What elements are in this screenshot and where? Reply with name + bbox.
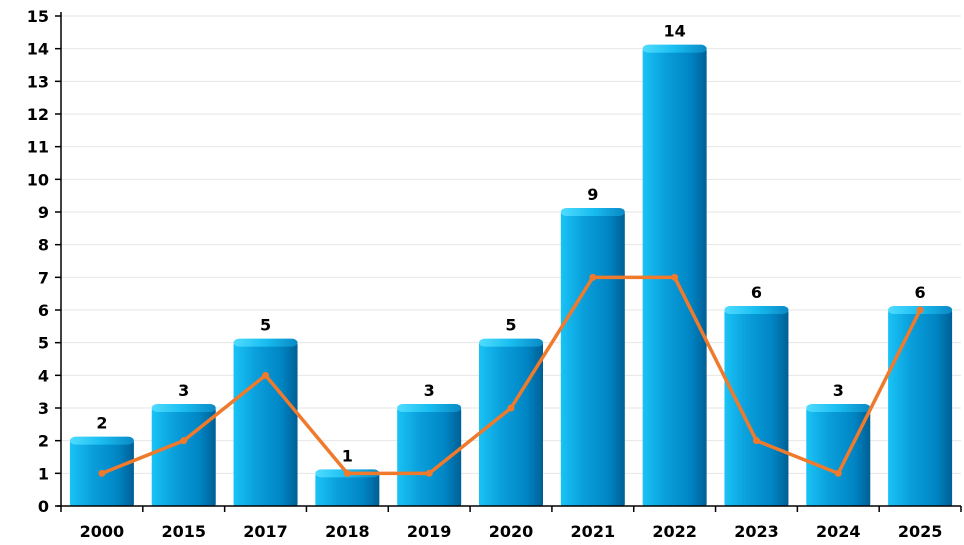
bar: [397, 408, 462, 506]
line-series: [98, 273, 924, 477]
line-point: [262, 371, 270, 379]
y-tick-label: 4: [38, 366, 49, 385]
line-point: [180, 437, 188, 445]
line-point: [507, 404, 515, 412]
bar: [151, 408, 216, 506]
y-tick-label: 3: [38, 399, 49, 418]
bar-data-label: 6: [751, 283, 762, 302]
y-tick-label: 13: [27, 72, 49, 91]
bar-series: [69, 44, 953, 507]
bar-data-label: 9: [587, 185, 598, 204]
bar-data-label: 5: [260, 316, 271, 335]
line-point: [916, 306, 924, 314]
bar-data-label: 1: [342, 446, 353, 465]
bar-data-labels: 2 3 5 1 3 5 9 14 6 3 6: [96, 22, 925, 466]
line-point: [425, 469, 433, 477]
y-tick-label: 7: [38, 268, 49, 287]
y-tick-label: 8: [38, 236, 49, 255]
bar: [724, 310, 789, 506]
x-tick-label: 2000: [80, 522, 125, 541]
y-tick-label: 5: [38, 334, 49, 353]
bar: [888, 310, 953, 506]
y-tick-label: 12: [27, 105, 49, 124]
bar-data-label: 3: [424, 381, 435, 400]
bar-top: [479, 338, 543, 347]
bar-data-label: 2: [96, 414, 107, 433]
bar-top: [233, 338, 298, 347]
x-tick-label: 2019: [407, 522, 452, 541]
bar-top: [806, 404, 871, 412]
x-tick-label: 2015: [161, 522, 206, 541]
bar: [315, 473, 380, 506]
x-tick-label: 2017: [243, 522, 288, 541]
x-tick-label: 2021: [571, 522, 616, 541]
y-tick-label: 14: [27, 40, 49, 59]
bar-top: [724, 306, 789, 314]
axes: [55, 12, 962, 512]
bar-data-label: 5: [505, 316, 516, 335]
x-tick-label: 2024: [816, 522, 861, 541]
bar-data-label: 3: [178, 381, 189, 400]
line-point: [671, 273, 679, 281]
bar: [806, 408, 871, 506]
x-tick-label: 2018: [325, 522, 370, 541]
bar-top: [642, 44, 707, 53]
x-tick-label: 2025: [898, 522, 943, 541]
x-tick-label: 2023: [734, 522, 779, 541]
bar-top: [151, 404, 216, 412]
y-tick-label: 0: [38, 497, 49, 516]
bar-top: [560, 208, 625, 216]
line-point: [589, 273, 597, 281]
bar: [560, 212, 625, 506]
line-point: [834, 469, 842, 477]
x-tick-label: 2020: [489, 522, 534, 541]
y-tick-label: 6: [38, 301, 49, 320]
y-tick-label: 2: [38, 432, 49, 451]
bar-data-label: 14: [664, 22, 686, 41]
line-point: [98, 469, 106, 477]
line-point: [752, 437, 760, 445]
y-tick-label: 10: [27, 170, 49, 189]
bar-top: [397, 404, 462, 412]
bar-top: [69, 436, 134, 445]
y-tick-label: 11: [27, 138, 49, 157]
bar-data-label: 3: [833, 381, 844, 400]
y-tick-label: 15: [27, 7, 49, 26]
x-tick-label: 2022: [652, 522, 697, 541]
x-axis-tick-labels: 2000 2015 2017 2018 2019 2020 2021 2022 2023 2024…: [80, 522, 943, 541]
y-tick-label: 1: [38, 464, 49, 483]
line-point: [343, 469, 351, 477]
y-tick-label: 9: [38, 203, 49, 222]
bar: [233, 342, 298, 506]
bar-data-label: 6: [915, 283, 926, 302]
